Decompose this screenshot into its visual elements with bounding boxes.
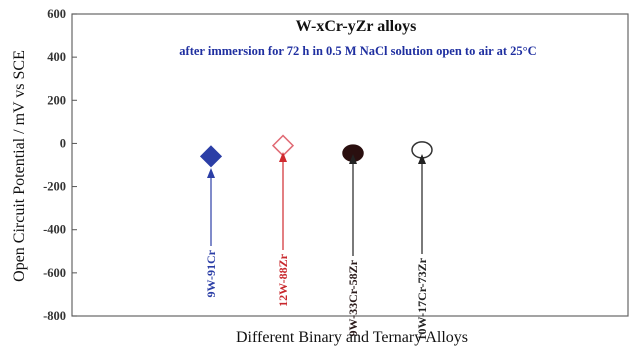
plot-frame — [71, 13, 629, 317]
y-axis-label: Open Circuit Potential / mV vs SCE — [11, 50, 28, 282]
pointer-arrowhead — [418, 154, 426, 164]
y-tick-label: 0 — [60, 136, 66, 150]
chart-title: W-xCr-yZr alloys — [296, 18, 417, 35]
pointer-arrowhead — [207, 168, 215, 178]
x-axis-label: Different Binary and Ternary Alloys — [236, 329, 468, 346]
data-points: 9W-91Cr 12W-88Zr 9W-33Cr-58Zr 10W-17Cr-73Zr — [199, 134, 433, 340]
point-label: 12W-88Zr — [276, 253, 290, 307]
filled-diamond-marker — [199, 145, 223, 168]
pointer-arrowhead — [279, 152, 287, 162]
y-tick-label: -400 — [43, 223, 66, 237]
point-label: 10W-17Cr-73Zr — [415, 257, 429, 340]
y-tick-label: -800 — [43, 309, 66, 323]
chart-subtitle: after immersion for 72 h in 0.5 M NaCl s… — [179, 44, 536, 58]
y-tick-label: -600 — [43, 266, 66, 280]
y-tick-label: 600 — [47, 7, 66, 21]
y-ticks: 600 400 200 0 -200 -400 -600 -800 — [43, 7, 77, 323]
point-label: 9W-91Cr — [204, 249, 218, 297]
axes — [71, 13, 629, 317]
y-tick-label: -200 — [43, 180, 66, 194]
point-label: 9W-33Cr-58Zr — [346, 259, 360, 336]
pointer-arrowhead — [349, 154, 357, 164]
y-tick-label: 400 — [47, 50, 66, 64]
y-tick-label: 200 — [47, 93, 66, 107]
